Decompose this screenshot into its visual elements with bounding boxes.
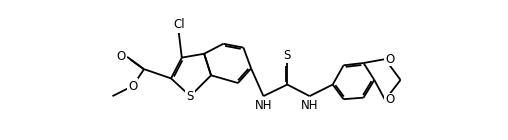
Text: Cl: Cl	[173, 18, 184, 32]
Text: O: O	[116, 50, 125, 63]
Text: O: O	[385, 53, 394, 66]
Text: S: S	[186, 90, 194, 103]
Text: S: S	[283, 49, 291, 62]
Text: NH: NH	[255, 99, 272, 112]
Text: NH: NH	[301, 99, 319, 112]
Text: O: O	[128, 80, 137, 93]
Text: O: O	[385, 94, 394, 106]
